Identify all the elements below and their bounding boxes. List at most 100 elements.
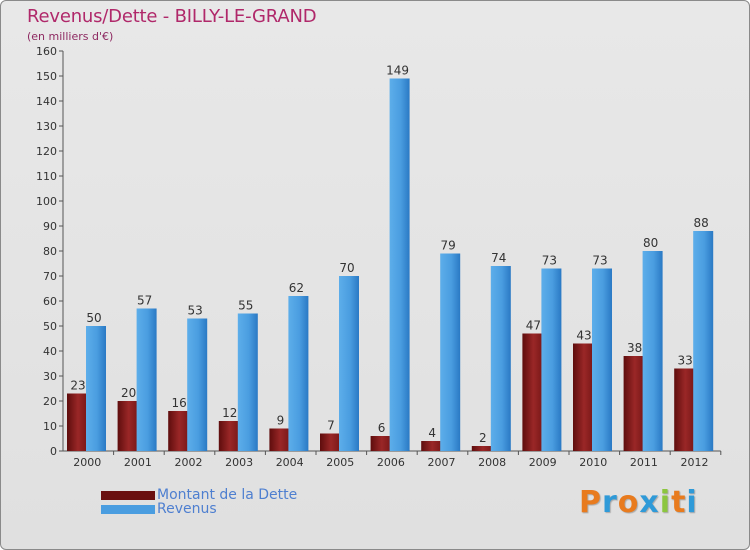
y-tick-label: 20	[43, 395, 57, 408]
data-label-revenue: 50	[86, 311, 101, 325]
x-tick-label: 2007	[428, 456, 456, 469]
x-tick-label: 2002	[175, 456, 203, 469]
bar-revenue	[642, 251, 663, 451]
bar-debt	[522, 333, 543, 451]
logo-letter: i	[659, 485, 672, 520]
legend-label-debt: Montant de la Dette	[157, 487, 298, 503]
data-label-debt: 38	[627, 341, 642, 355]
x-tick-label: 2009	[529, 456, 557, 469]
y-tick-label: 150	[36, 70, 57, 83]
bar-revenue	[693, 231, 714, 451]
bar-debt	[67, 393, 87, 451]
y-tick-label: 0	[50, 445, 57, 458]
proxiti-logo: Proxiti	[579, 485, 698, 520]
bar-debt	[168, 411, 189, 451]
bar-revenue	[136, 308, 157, 451]
x-tick-label: 2004	[276, 456, 304, 469]
data-label-debt: 2	[479, 431, 487, 445]
y-tick-label: 80	[43, 245, 57, 258]
bar-debt	[471, 446, 492, 451]
chart-title: Revenus/Dette - BILLY-LE-GRAND	[27, 6, 317, 27]
data-label-revenue: 74	[491, 251, 506, 265]
y-tick-label: 110	[36, 170, 57, 183]
x-tick-label: 2000	[73, 456, 101, 469]
data-label-debt: 6	[378, 421, 386, 435]
x-tick-label: 2006	[377, 456, 405, 469]
data-label-revenue: 53	[188, 304, 203, 318]
data-label-debt: 23	[70, 379, 85, 393]
y-tick-label: 30	[43, 370, 57, 383]
data-label-debt: 12	[222, 406, 237, 420]
bar-debt	[320, 433, 340, 451]
logo-letter: t	[671, 485, 687, 520]
legend-swatch-debt	[101, 491, 155, 500]
logo-letter: x	[639, 485, 660, 520]
logo-letter: r	[602, 485, 618, 520]
chart-subtitle: (en milliers d'€)	[27, 30, 114, 43]
data-label-revenue: 62	[289, 281, 304, 295]
bar-debt	[674, 368, 695, 451]
bar-debt	[370, 436, 391, 451]
bar-revenue	[187, 318, 208, 451]
y-tick-label: 160	[36, 45, 57, 58]
y-tick-label: 50	[43, 320, 57, 333]
bar-revenue	[237, 313, 258, 451]
y-tick-label: 120	[36, 145, 57, 158]
logo-letter: P	[579, 485, 602, 520]
data-label-debt: 16	[172, 396, 187, 410]
bar-debt	[269, 428, 290, 451]
x-tick-label: 2011	[630, 456, 658, 469]
y-tick-label: 140	[36, 95, 57, 108]
y-tick-label: 40	[43, 345, 57, 358]
data-label-revenue: 73	[592, 254, 607, 268]
x-tick-label: 2003	[225, 456, 253, 469]
data-label-revenue: 149	[386, 64, 409, 78]
x-tick-label: 2001	[124, 456, 152, 469]
x-tick-label: 2008	[478, 456, 506, 469]
x-tick-label: 2010	[579, 456, 607, 469]
data-label-debt: 33	[678, 354, 693, 368]
data-label-debt: 4	[428, 426, 436, 440]
bar-revenue	[490, 266, 511, 451]
y-tick-label: 130	[36, 120, 57, 133]
y-tick-label: 10	[43, 420, 57, 433]
data-label-revenue: 73	[542, 254, 557, 268]
bar-debt	[117, 401, 138, 451]
bar-revenue	[389, 78, 410, 451]
y-tick-label: 70	[43, 270, 57, 283]
data-label-revenue: 88	[694, 216, 709, 230]
bar-debt	[623, 356, 644, 451]
data-label-revenue: 55	[238, 299, 253, 313]
logo-letter: i	[686, 485, 698, 520]
legend-label-revenue: Revenus	[157, 501, 217, 517]
data-label-debt: 7	[327, 419, 335, 433]
data-label-debt: 20	[121, 386, 136, 400]
x-tick-label: 2012	[681, 456, 709, 469]
bar-revenue	[288, 296, 309, 451]
chart-bars	[67, 78, 714, 451]
bar-debt	[573, 343, 593, 451]
bar-debt	[218, 421, 239, 451]
bar-revenue	[86, 326, 106, 451]
data-label-revenue: 70	[339, 261, 354, 275]
y-tick-label: 60	[43, 295, 57, 308]
bar-revenue	[339, 276, 359, 451]
x-tick-label: 2005	[326, 456, 354, 469]
data-label-revenue: 79	[441, 239, 456, 253]
logo-letter: o	[617, 485, 640, 520]
data-label-revenue: 57	[137, 294, 152, 308]
chart-data-labels: 23 50 20 57 16 53 12 55 9 62 7 70 6 149 4 79 2 74 47 73 43 73…	[70, 64, 708, 446]
bar-revenue	[541, 268, 562, 451]
y-tick-label: 100	[36, 195, 57, 208]
legend-swatch-revenue	[101, 505, 155, 514]
bar-revenue	[440, 253, 461, 451]
data-label-debt: 43	[576, 329, 591, 343]
data-label-revenue: 80	[643, 236, 658, 250]
y-tick-label: 90	[43, 220, 57, 233]
bar-revenue	[592, 268, 612, 451]
data-label-debt: 9	[277, 414, 285, 428]
data-label-debt: 47	[526, 319, 541, 333]
bar-debt	[421, 441, 442, 451]
